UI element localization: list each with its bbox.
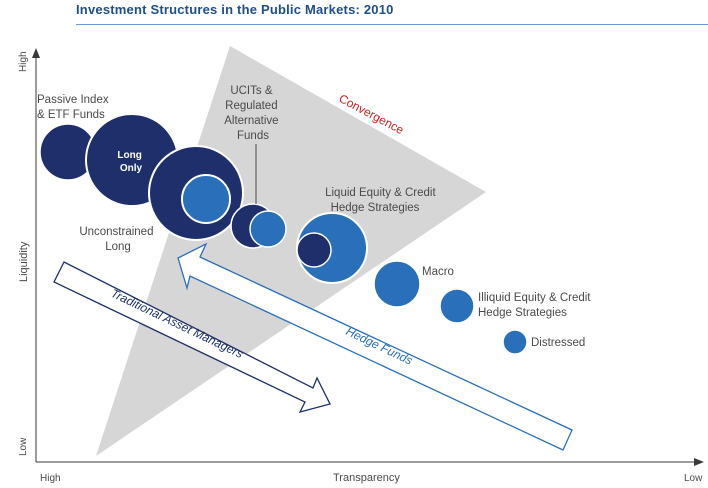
label-passive-index: Passive Index & ETF Funds	[37, 94, 112, 121]
convergence-triangle	[96, 46, 486, 456]
bubble-unconstrained-inner	[181, 174, 231, 224]
label-long-only: Long Only	[117, 150, 144, 174]
bubble-distressed	[502, 329, 528, 355]
bubble-macro	[373, 260, 421, 308]
traditional-arrow	[53, 261, 331, 413]
x-axis-label: Transparency	[333, 472, 400, 484]
page-title: Investment Structures in the Public Mark…	[76, 2, 394, 17]
y-axis-low: Low	[18, 437, 29, 456]
y-axis-high: High	[18, 51, 29, 72]
label-liquid-equity: Liquid Equity & Credit Hedge Strategies	[325, 187, 439, 214]
y-axis-arrow-icon	[32, 48, 40, 58]
bubble-liquid-equity-inner	[296, 232, 332, 268]
label-unconstrained: Unconstrained Long	[79, 226, 156, 253]
label-macro: Macro	[422, 266, 454, 278]
hedge-funds-arrow	[177, 242, 573, 451]
title-rule	[76, 24, 708, 25]
x-axis-low: Low	[684, 473, 703, 484]
y-axis-label: Liquidity	[18, 241, 30, 282]
label-distressed: Distressed	[531, 337, 585, 349]
label-illiquid-equity: Illiquid Equity & Credit Hedge Strategie…	[478, 292, 594, 319]
x-axis-arrow-icon	[694, 458, 704, 466]
label-ucits: UCITs & Regulated Alternative Funds	[224, 85, 282, 142]
bubble-illiquid-equity	[439, 288, 475, 324]
bubble-ucits-blue	[249, 210, 287, 248]
x-axis-high: High	[40, 473, 61, 484]
